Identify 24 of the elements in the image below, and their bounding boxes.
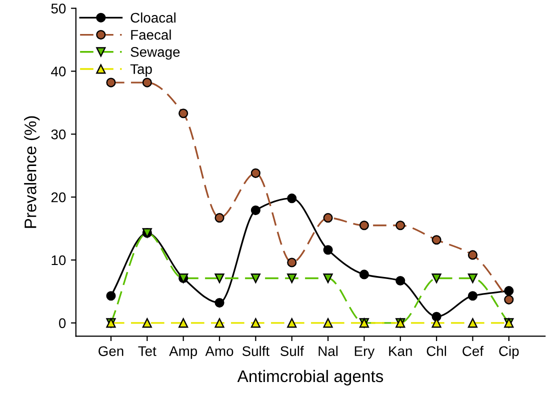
y-tick-label: 30 (51, 129, 66, 140)
x-tick-label: Cef (462, 346, 484, 356)
legend-label: Sewage (130, 47, 180, 60)
y-axis-title: Prevalence (%) (24, 116, 40, 228)
y-tick-label: 10 (52, 255, 66, 266)
legend-label: Faecal (131, 30, 171, 40)
y-tick-label: 40 (51, 66, 66, 76)
legend-label: Cloacal (130, 12, 176, 23)
y-tick-label: 50 (51, 4, 66, 14)
y-tick-label: 0 (58, 318, 66, 328)
y-tick-label: 20 (51, 192, 66, 202)
x-tick-label: Nal (318, 346, 338, 356)
x-tick-label: Amp (169, 346, 198, 359)
x-tick-label: Kan (389, 346, 412, 356)
x-tick-label: Ery (354, 346, 375, 359)
x-tick-label: Gen (98, 346, 124, 356)
x-tick-label: Chl (426, 346, 446, 356)
x-tick-label: Tet (138, 346, 156, 356)
x-tick-label: Sulft (242, 346, 270, 356)
x-tick-label: Cip (499, 346, 519, 359)
x-tick-label: Sulf (280, 346, 304, 356)
legend-label: Tap (130, 64, 152, 77)
x-tick-label: Amo (205, 346, 234, 356)
x-axis-title: Antimcrobial agents (237, 370, 384, 386)
